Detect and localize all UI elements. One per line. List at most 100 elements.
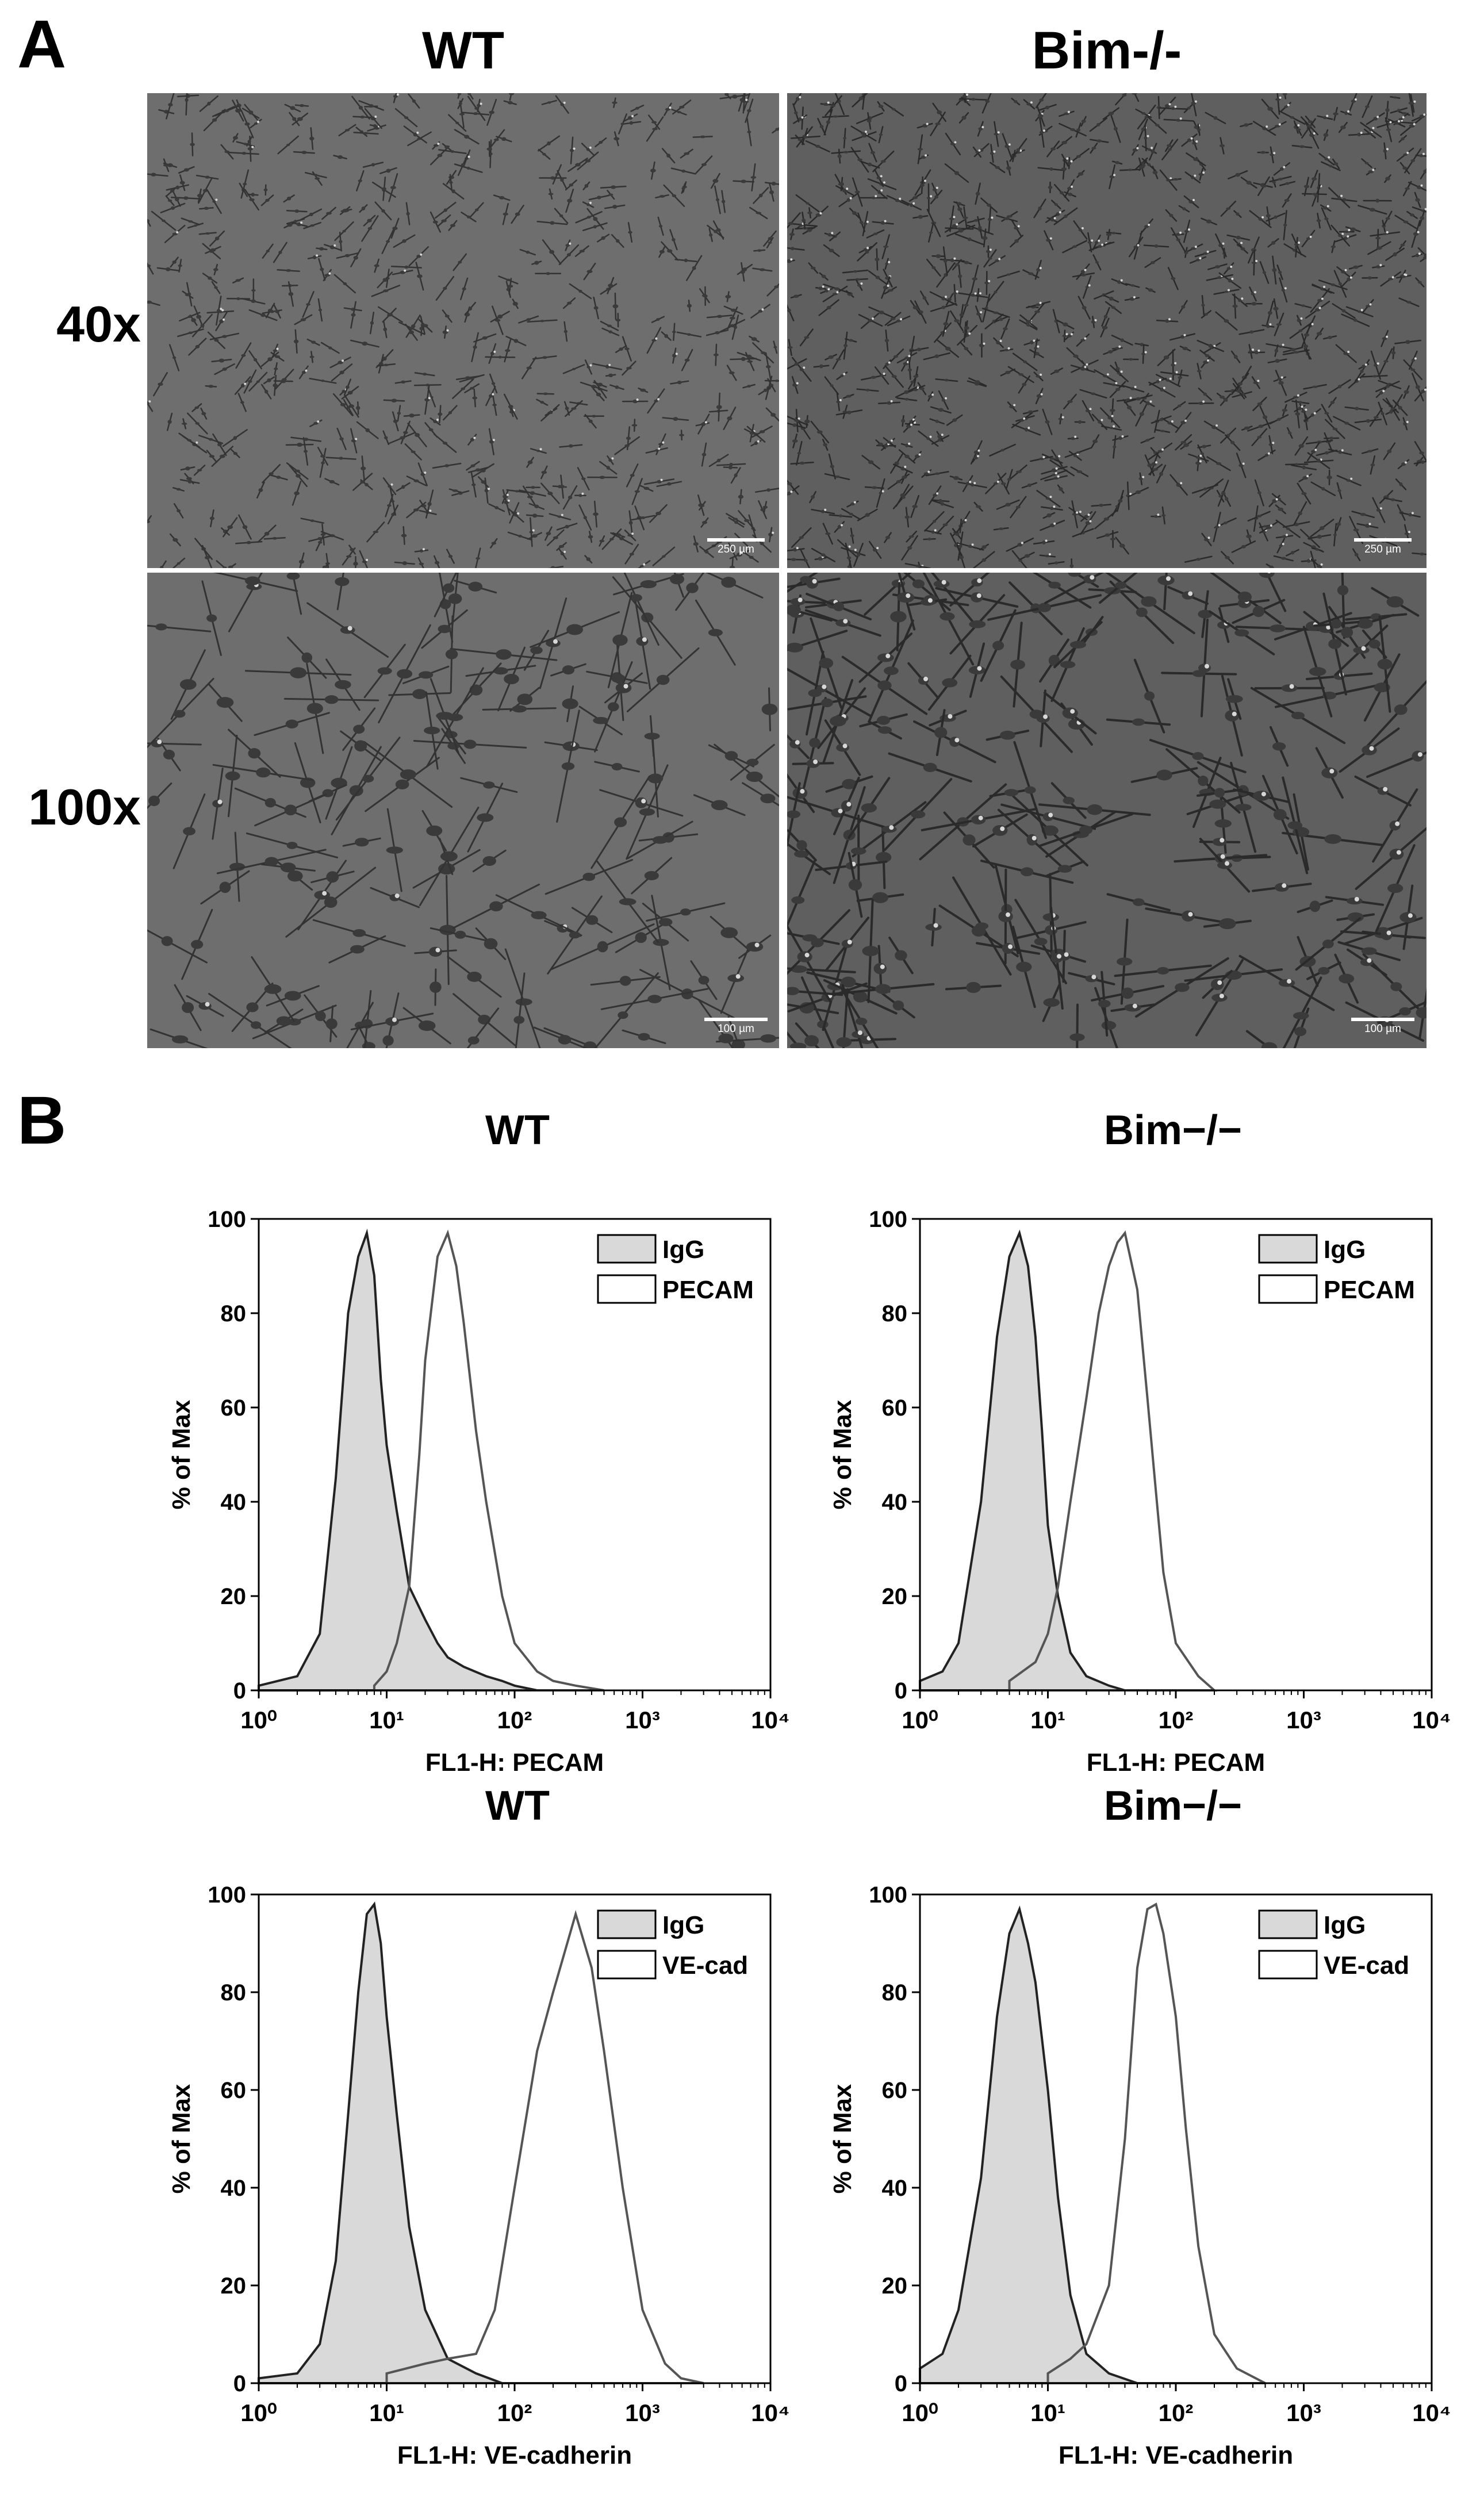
cell-halo — [846, 801, 852, 807]
cell-body — [831, 104, 836, 108]
cell-body — [1375, 265, 1382, 269]
cell-body — [1338, 450, 1343, 454]
cell-body — [362, 560, 367, 563]
cell-body — [834, 475, 840, 478]
cell-body — [1115, 367, 1120, 371]
cell-body — [1369, 208, 1375, 212]
cell-body — [1018, 559, 1022, 562]
cell-body — [952, 224, 958, 228]
cell-body — [935, 419, 939, 423]
cell-body — [631, 424, 638, 427]
cell-body — [318, 308, 323, 312]
cell-body — [850, 502, 855, 506]
cell-body — [292, 117, 297, 121]
cell-halo — [1424, 388, 1427, 391]
y-tick-label: 0 — [895, 1678, 907, 1704]
cell-body — [1234, 629, 1249, 636]
cell-body — [172, 538, 178, 542]
cell-body — [895, 950, 907, 961]
cell-halo — [1228, 289, 1230, 292]
cell-body — [1237, 382, 1243, 386]
cell-body — [1084, 515, 1089, 518]
cell-body — [251, 299, 256, 303]
cell-body — [432, 220, 438, 224]
cell-body — [306, 303, 310, 306]
cell-body — [937, 110, 942, 114]
cell-body — [1341, 309, 1346, 313]
cell-halo — [1372, 126, 1375, 129]
cell-halo — [964, 519, 967, 521]
cell-body — [1323, 133, 1329, 137]
cell-body — [340, 626, 355, 634]
cell-body — [908, 535, 914, 538]
cell-halo — [416, 131, 419, 134]
cell-body — [1130, 387, 1136, 390]
cell-halo — [899, 197, 902, 200]
legend-label-igg: IgG — [1324, 1911, 1366, 1939]
cell-body — [609, 538, 614, 540]
cell-body — [760, 793, 776, 804]
cell-halo — [611, 457, 614, 460]
cell-body — [1302, 465, 1306, 470]
x-tick-label: 10¹ — [1030, 2399, 1065, 2426]
cell-body — [558, 1034, 572, 1045]
cell-body — [1257, 436, 1262, 439]
cell-body — [301, 151, 307, 154]
cell-body — [1215, 265, 1220, 269]
cell-body — [1080, 270, 1086, 274]
cell-body — [1252, 605, 1265, 618]
cell-halo — [1058, 455, 1061, 458]
cell-body — [1190, 175, 1195, 179]
cell-body — [666, 482, 672, 486]
cell-halo — [1000, 826, 1005, 831]
cell-halo — [1275, 498, 1278, 501]
cell-body — [868, 319, 873, 322]
cell-body — [1362, 745, 1377, 755]
cell-halo — [1171, 420, 1174, 423]
cell-body — [391, 500, 395, 503]
cell-body — [909, 420, 914, 423]
cell-body — [443, 208, 447, 212]
cell-body — [263, 188, 268, 191]
cell-body — [413, 132, 418, 137]
cell-body — [836, 1037, 852, 1048]
cell-body — [1096, 139, 1102, 143]
cell-halo — [797, 597, 803, 603]
cell-body — [175, 185, 180, 190]
x-tick-label: 10¹ — [1030, 1706, 1065, 1733]
cell-body — [246, 540, 251, 544]
cell-body — [1353, 646, 1370, 654]
cell-body — [207, 102, 211, 106]
cell-body — [794, 111, 798, 114]
cell-halo — [1040, 393, 1043, 396]
cell-body — [507, 285, 513, 288]
cell-body — [1387, 883, 1404, 893]
cell-body — [1124, 1003, 1141, 1012]
cell-body — [826, 306, 831, 310]
cell-body — [919, 183, 925, 187]
cell-body — [386, 240, 390, 243]
cell-body — [970, 294, 976, 297]
cell-body — [842, 189, 848, 193]
cell-halo — [796, 547, 799, 550]
cell-body — [862, 946, 879, 957]
cell-body — [607, 324, 612, 328]
cell-body — [540, 401, 544, 404]
cell-halo — [875, 195, 877, 198]
cell-body — [320, 533, 326, 536]
cell-body — [290, 106, 296, 110]
cell-body — [294, 491, 300, 496]
cell-body — [543, 392, 549, 396]
cell-body — [901, 419, 906, 423]
cell-halo — [1091, 975, 1096, 980]
cell-body — [534, 504, 539, 508]
cell-body — [473, 112, 478, 116]
cell-body — [310, 224, 315, 227]
cell-halo — [1344, 269, 1347, 271]
cell-body — [953, 292, 957, 295]
cell-body — [1419, 154, 1424, 158]
cell-halo — [885, 653, 891, 658]
cell-body — [200, 324, 205, 327]
cell-body — [1217, 276, 1222, 279]
cell-body — [1144, 136, 1148, 140]
